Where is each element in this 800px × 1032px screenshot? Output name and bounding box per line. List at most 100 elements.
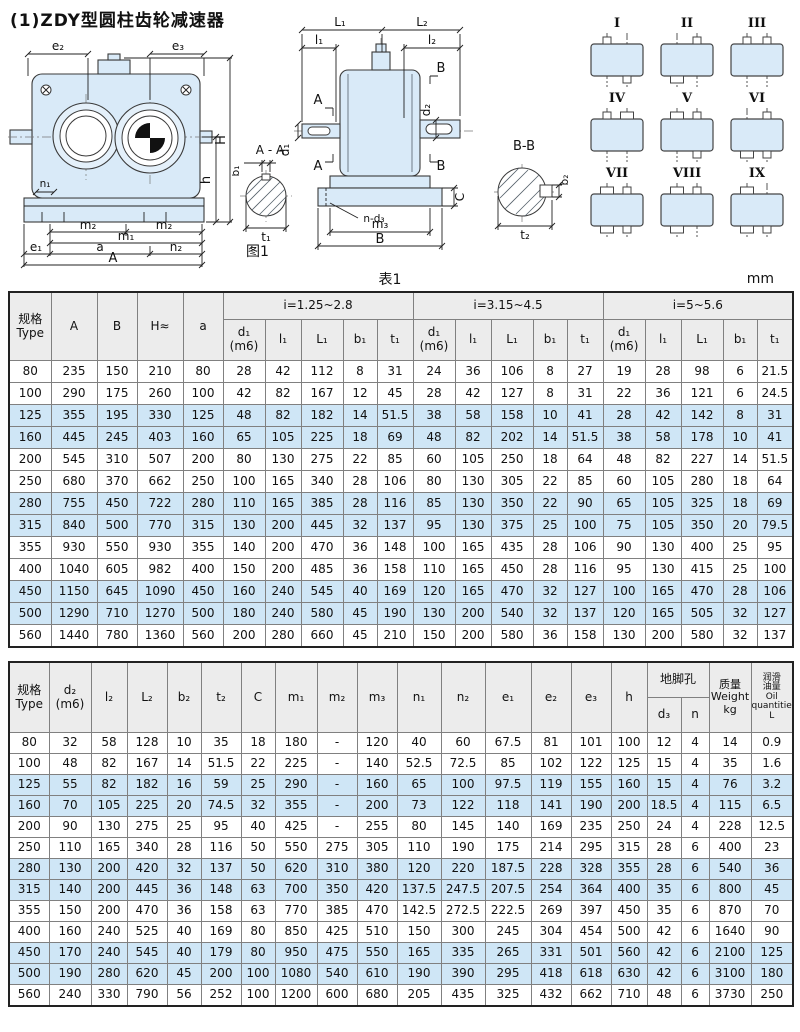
cell: 100 bbox=[240, 963, 276, 985]
cell: 32 bbox=[722, 602, 758, 625]
cell: 48 bbox=[48, 753, 92, 775]
cell: 6 bbox=[680, 963, 710, 985]
cell: 364 bbox=[570, 879, 612, 901]
cell: 51.5 bbox=[566, 426, 604, 449]
cell: 20 bbox=[166, 795, 202, 817]
row-type: 560 bbox=[8, 624, 52, 648]
dim-label-d2: d₂ bbox=[419, 104, 433, 117]
cell: 202 bbox=[490, 426, 534, 449]
cell: 1150 bbox=[50, 580, 98, 603]
dim-label-e2: e₂ bbox=[52, 39, 64, 53]
cell: 470 bbox=[126, 900, 168, 922]
cell: 28 bbox=[646, 858, 682, 880]
cell: 179 bbox=[200, 942, 242, 964]
cell: 645 bbox=[96, 580, 138, 603]
cell: 63 bbox=[240, 879, 276, 901]
cell: 275 bbox=[300, 448, 344, 471]
cell: 254 bbox=[530, 879, 572, 901]
cell: 82 bbox=[264, 382, 302, 405]
cell: 310 bbox=[316, 858, 358, 880]
mounting-diagram-III: III bbox=[722, 16, 792, 89]
dim-label-b2: b₂ bbox=[559, 175, 571, 186]
cell: 36 bbox=[342, 536, 378, 559]
cell: 51.5 bbox=[756, 448, 794, 471]
cell: 310 bbox=[96, 448, 138, 471]
cell: 60 bbox=[602, 470, 646, 493]
cell: 12 bbox=[342, 382, 378, 405]
cell: 100 bbox=[610, 732, 648, 754]
cell: 4 bbox=[680, 732, 710, 754]
cell: 545 bbox=[50, 448, 98, 471]
cell: 160 bbox=[222, 580, 266, 603]
keyway bbox=[261, 173, 271, 181]
dim-label-t1: t₁ bbox=[261, 230, 271, 242]
cell: 72.5 bbox=[440, 753, 486, 775]
cell: 130 bbox=[644, 558, 682, 581]
cell: 42 bbox=[264, 360, 302, 383]
cell: 10 bbox=[532, 404, 568, 427]
cell: 1.6 bbox=[750, 753, 794, 775]
table-row: 200 90 130 275 25 95 40 425-255 80 145 140 169 235 25… bbox=[8, 816, 794, 838]
row-type: 500 bbox=[8, 602, 52, 625]
mounting-diagrams: I II III IV V VI VII VIII IX bbox=[582, 16, 792, 239]
cell: 100 bbox=[222, 470, 266, 493]
cell: 340 bbox=[126, 837, 168, 859]
cell: 335 bbox=[440, 942, 486, 964]
cell: 100 bbox=[440, 774, 486, 796]
cell: 98 bbox=[680, 360, 724, 383]
column-header: h bbox=[610, 661, 648, 733]
dim-label-n2: n₂ bbox=[170, 240, 183, 254]
cell: 445 bbox=[50, 426, 98, 449]
cell: 105 bbox=[90, 795, 128, 817]
row-type: 80 bbox=[8, 732, 50, 754]
cell: 142 bbox=[680, 404, 724, 427]
cell: 10 bbox=[166, 732, 202, 754]
cell: 280 bbox=[680, 470, 724, 493]
cell: 38 bbox=[412, 404, 456, 427]
cell: 45 bbox=[376, 382, 414, 405]
cell: 85 bbox=[566, 470, 604, 493]
cell: 14 bbox=[166, 753, 202, 775]
cell: 125 bbox=[750, 942, 794, 964]
cell: 540 bbox=[316, 963, 358, 985]
cell: 8 bbox=[532, 360, 568, 383]
cell: 200 bbox=[644, 624, 682, 648]
cell: 32 bbox=[722, 624, 758, 648]
cell: 100 bbox=[566, 514, 604, 537]
cell: 240 bbox=[48, 984, 92, 1007]
column-header: l₂ bbox=[90, 661, 128, 733]
cell: - bbox=[316, 753, 358, 775]
cell: 90 bbox=[566, 492, 604, 515]
dim-label-l2: l₂ bbox=[428, 33, 436, 47]
cell: 240 bbox=[90, 942, 128, 964]
cell: 190 bbox=[376, 602, 414, 625]
table-row: 160 445 245 403 160 65 105 225 18 69 48 82 202 14 51.5… bbox=[8, 426, 794, 449]
cell: 190 bbox=[440, 837, 486, 859]
row-type: 400 bbox=[8, 921, 50, 943]
cell: 100 bbox=[240, 984, 276, 1007]
cell: 14 bbox=[708, 732, 752, 754]
cell: 950 bbox=[274, 942, 318, 964]
cell: 95 bbox=[200, 816, 242, 838]
cell: 214 bbox=[530, 837, 572, 859]
cell: 3.2 bbox=[750, 774, 794, 796]
dim-label-n1: n₁ bbox=[40, 178, 51, 190]
cell: 4 bbox=[680, 774, 710, 796]
cell: 127 bbox=[756, 602, 794, 625]
table-row: 560 1440 780 1360 560 200 280 660 45 210 150 200 580… bbox=[8, 624, 794, 648]
cell: 28 bbox=[222, 360, 266, 383]
cell: 618 bbox=[570, 963, 612, 985]
cell: 167 bbox=[126, 753, 168, 775]
column-header: C bbox=[240, 661, 276, 733]
cell: 90 bbox=[48, 816, 92, 838]
cell: 180 bbox=[222, 602, 266, 625]
cell: 200 bbox=[200, 963, 242, 985]
cell: 235 bbox=[50, 360, 98, 383]
dim-label-m1: m₁ bbox=[118, 229, 135, 243]
cell: 240 bbox=[264, 580, 302, 603]
cell: 4 bbox=[680, 753, 710, 775]
gearbox-housing-side bbox=[339, 69, 421, 177]
mounting-figure bbox=[590, 183, 644, 237]
cell: 454 bbox=[570, 921, 612, 943]
cell: 48 bbox=[222, 404, 266, 427]
